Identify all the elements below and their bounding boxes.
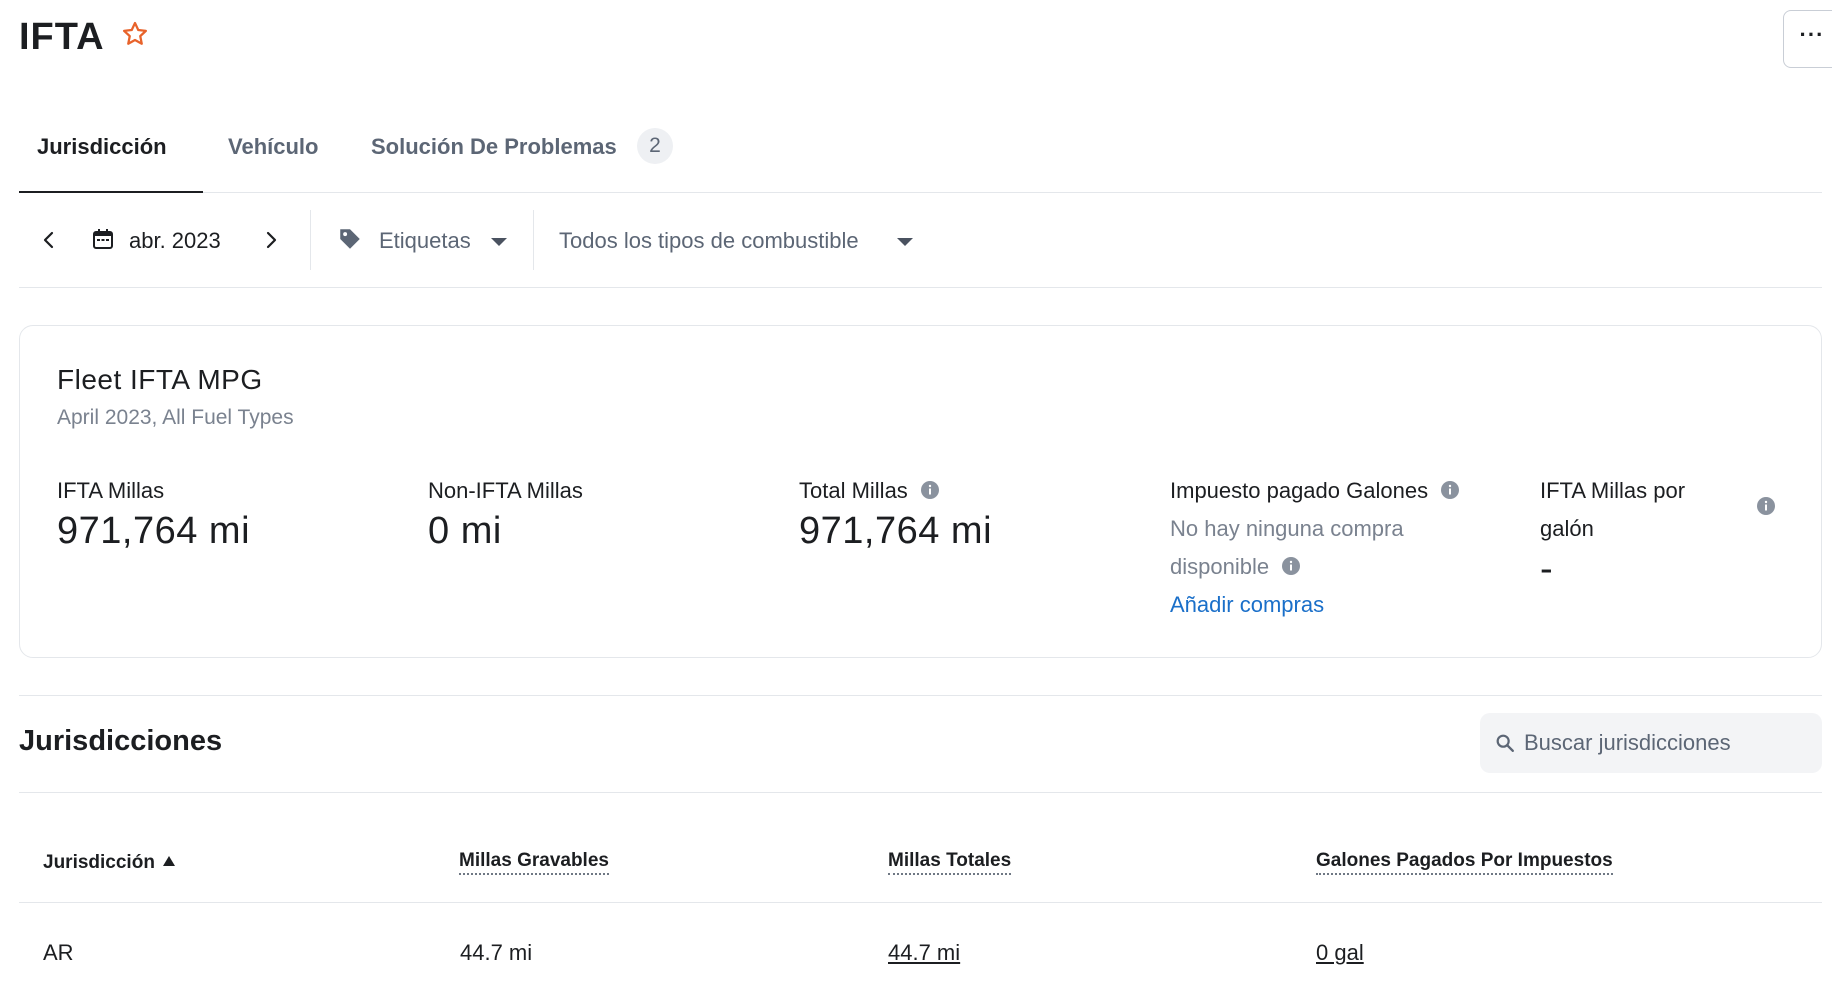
troubleshooting-count-badge: 2 xyxy=(637,128,673,164)
stat-tax-paid-gallons: Impuesto pagado Galones No hay ninguna c… xyxy=(1170,472,1460,624)
tab-troubleshooting[interactable]: Solución De Problemas xyxy=(371,134,617,159)
active-tab-indicator xyxy=(19,191,203,193)
sort-asc-icon xyxy=(162,855,175,866)
column-header-label: Jurisdicción xyxy=(43,852,155,873)
search-icon xyxy=(1496,734,1514,752)
star-icon[interactable] xyxy=(120,19,150,49)
column-header-total-miles[interactable]: Millas Totales xyxy=(888,850,1012,875)
cell-taxable-miles: 44.7 mi xyxy=(460,940,533,965)
stat-value: 971,764 mi xyxy=(57,510,251,552)
no-purchases-text: disponible xyxy=(1170,554,1270,579)
cell-gallons-link[interactable]: 0 gal xyxy=(1316,940,1364,965)
fuel-type-filter-dropdown[interactable]: Todos los tipos de combustible xyxy=(559,228,859,253)
card-subtitle: April 2023, All Fuel Types xyxy=(57,406,294,429)
info-icon[interactable] xyxy=(1440,480,1460,500)
stat-label: galón xyxy=(1540,516,1594,541)
stat-label: Total Millas xyxy=(799,478,908,503)
calendar-icon xyxy=(93,229,113,249)
section-divider xyxy=(19,792,1822,793)
info-icon[interactable] xyxy=(1756,496,1776,516)
stat-label: IFTA Millas xyxy=(57,478,165,503)
stat-value: 971,764 mi xyxy=(799,510,993,552)
more-options-button[interactable]: ··· xyxy=(1783,10,1832,68)
stat-ifta-miles: IFTA Millas 971,764 mi xyxy=(57,472,250,553)
search-box xyxy=(1480,713,1822,773)
stat-label: Impuesto pagado Galones xyxy=(1170,478,1429,503)
stat-total-miles: Total Millas 971,764 mi xyxy=(799,472,992,553)
jurisdictions-title: Jurisdicciones xyxy=(19,725,223,757)
cell-total-miles-link[interactable]: 44.7 mi xyxy=(888,940,961,965)
cell-jurisdiction: AR xyxy=(43,940,74,965)
chevron-right-icon[interactable] xyxy=(259,228,283,252)
column-header-tax-paid-gallons[interactable]: Galones Pagados Por Impuestos xyxy=(1316,850,1613,875)
filter-divider xyxy=(310,210,311,270)
info-icon[interactable] xyxy=(920,480,940,500)
tags-filter-dropdown[interactable]: Etiquetas xyxy=(379,228,471,253)
tab-vehicle[interactable]: Vehículo xyxy=(228,134,319,159)
filter-divider xyxy=(533,210,534,270)
tab-jurisdiction[interactable]: Jurisdicción xyxy=(37,134,167,159)
section-divider xyxy=(19,695,1822,696)
more-icon: ··· xyxy=(1799,22,1825,47)
table-header-divider xyxy=(19,902,1822,903)
stat-value: - xyxy=(1540,548,1554,590)
no-purchases-text: No hay ninguna compra xyxy=(1170,516,1404,541)
stat-ifta-mpg: IFTA Millas por galón - xyxy=(1540,472,1685,591)
fleet-mpg-card: Fleet IFTA MPG April 2023, All Fuel Type… xyxy=(19,325,1822,658)
caret-down-icon xyxy=(897,238,913,246)
page-header: IFTA ··· xyxy=(19,10,1832,68)
caret-down-icon xyxy=(491,238,507,246)
date-picker-label[interactable]: abr. 2023 xyxy=(129,228,221,253)
tag-icon xyxy=(340,229,360,249)
tab-bar: Jurisdicción Vehículo Solución De Proble… xyxy=(19,112,1822,193)
info-icon[interactable] xyxy=(1281,556,1301,576)
stat-value: 0 mi xyxy=(428,510,502,552)
add-purchases-link[interactable]: Añadir compras xyxy=(1170,592,1325,617)
chevron-left-icon[interactable] xyxy=(37,228,61,252)
card-title: Fleet IFTA MPG xyxy=(57,364,263,395)
column-header-taxable-miles[interactable]: Millas Gravables xyxy=(459,850,609,875)
stat-label: IFTA Millas por xyxy=(1540,478,1686,503)
stat-label: Non-IFTA Millas xyxy=(428,478,583,503)
column-header-jurisdiction[interactable]: Jurisdicción xyxy=(43,852,175,874)
page-title: IFTA xyxy=(19,16,105,58)
filter-bar: abr. 2023 Etiquetas Todos los tipos de c… xyxy=(19,194,1822,288)
stat-non-ifta-miles: Non-IFTA Millas 0 mi xyxy=(428,472,583,553)
search-jurisdictions-input[interactable] xyxy=(1524,713,1814,773)
